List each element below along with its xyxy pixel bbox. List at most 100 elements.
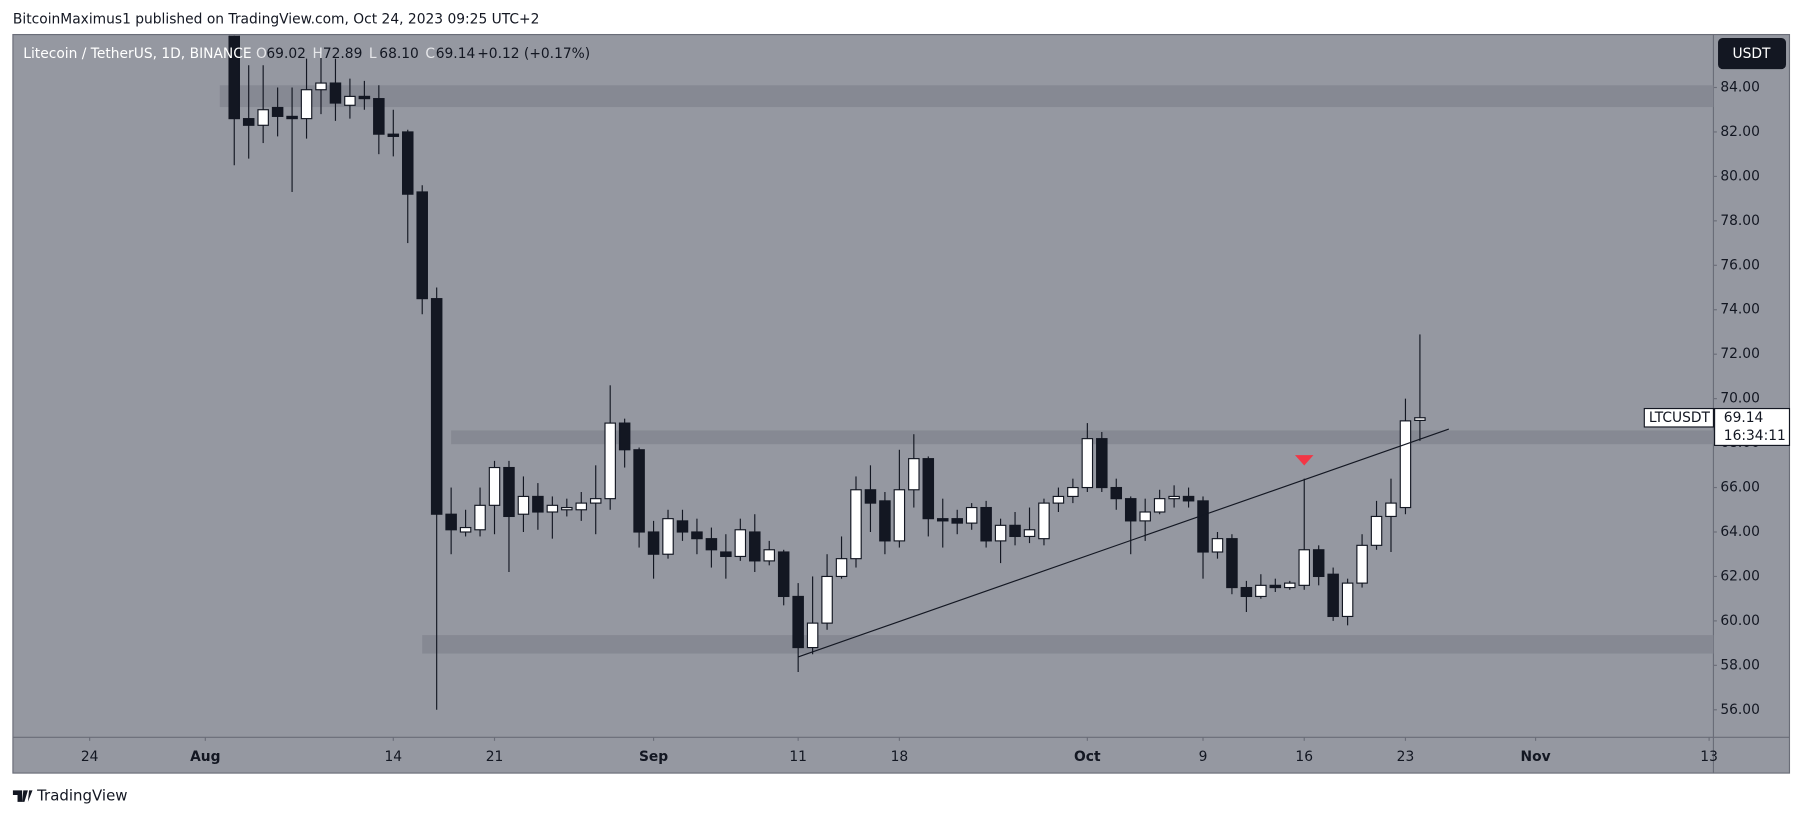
- y-tick-label: 78.00: [1720, 213, 1760, 229]
- candle-body: [1414, 417, 1426, 422]
- candle-body: [1327, 573, 1339, 618]
- candle-body: [1312, 549, 1325, 578]
- candle-body: [1399, 420, 1412, 509]
- candle-body: [1255, 584, 1267, 598]
- candle-body: [1124, 498, 1137, 522]
- candle-body: [1153, 498, 1166, 513]
- candle-body: [300, 89, 313, 120]
- candle-body: [1226, 538, 1238, 589]
- x-tick-label: 14: [385, 749, 403, 765]
- candle-body: [792, 595, 804, 649]
- trendline: [797, 428, 1450, 658]
- candle-body: [1284, 582, 1296, 589]
- candle-body: [633, 449, 645, 533]
- candle-body: [459, 526, 472, 533]
- x-tick-label: 18: [891, 749, 909, 765]
- candle-body: [763, 549, 775, 562]
- candle-body: [806, 622, 819, 649]
- ohlc-key: H: [312, 46, 322, 62]
- candle-body: [1067, 486, 1079, 498]
- candle-body: [994, 524, 1007, 542]
- candle-body: [329, 82, 342, 104]
- legend: Litecoin / TetherUS, 1D, BINANCE O 69.02 H…: [23, 46, 590, 62]
- price-box: [1714, 407, 1791, 446]
- zone: [451, 430, 1714, 445]
- candle-body: [1341, 582, 1354, 618]
- candle-body: [835, 558, 848, 578]
- footer: TradingView: [12, 787, 128, 805]
- countdown-label: 16:34:11: [1724, 428, 1786, 444]
- candle-body: [821, 575, 833, 624]
- y-tick-label: 72.00: [1720, 346, 1760, 362]
- candle-body: [936, 518, 949, 522]
- ohlc-value: 69.02: [266, 46, 306, 62]
- candle-body: [734, 529, 747, 558]
- candle-body: [1269, 584, 1282, 589]
- x-tick-label: 16: [1295, 749, 1313, 765]
- y-tick-label: 62.00: [1720, 568, 1760, 584]
- candle-body: [777, 551, 790, 598]
- candle-body: [647, 531, 660, 555]
- y-tick-label: 70.00: [1720, 391, 1760, 407]
- candle-body: [1009, 524, 1021, 538]
- candle-body: [474, 504, 486, 531]
- candle-body: [908, 458, 920, 491]
- candle-body: [271, 106, 284, 117]
- candle-body: [589, 498, 602, 504]
- candle-body: [1038, 502, 1050, 540]
- price-change: +0.12 (+0.17%): [477, 46, 590, 62]
- currency-button[interactable]: [1718, 38, 1787, 70]
- candle-body: [691, 531, 703, 540]
- symbol-label: LTCUSDT: [1649, 410, 1711, 426]
- currency-label[interactable]: USDT: [1732, 46, 1771, 62]
- candle-body: [315, 82, 327, 91]
- candle-body: [1096, 438, 1108, 489]
- candle-body: [1052, 495, 1065, 504]
- ohlc-value: 69.14: [436, 46, 476, 62]
- candle-body: [503, 466, 515, 518]
- x-tick-label: Nov: [1521, 749, 1551, 765]
- candle-body: [676, 520, 689, 533]
- ohlc-value: 72.89: [323, 46, 363, 62]
- candle-body: [228, 35, 241, 120]
- candle-body: [1385, 502, 1397, 518]
- x-tick-label: 21: [486, 749, 504, 765]
- y-tick-label: 58.00: [1720, 657, 1760, 673]
- x-tick-label: 9: [1199, 749, 1208, 765]
- candle-body: [1197, 500, 1209, 553]
- candle-body: [358, 95, 371, 100]
- signal-marker: [1295, 455, 1314, 466]
- candle-body: [1081, 438, 1094, 489]
- x-tick-label: Sep: [639, 749, 668, 765]
- candle-body: [1023, 529, 1036, 538]
- candle-body: [1110, 486, 1123, 500]
- candle-body: [532, 495, 544, 513]
- candle-body: [488, 466, 501, 506]
- x-tick-label: 11: [789, 749, 807, 765]
- candle-body: [980, 506, 992, 542]
- y-tick-label: 84.00: [1720, 79, 1760, 95]
- candle-body: [401, 131, 414, 195]
- price-label: 69.14: [1724, 410, 1764, 426]
- candle-body: [430, 298, 443, 515]
- symbol-title: Litecoin / TetherUS, 1D, BINANCE: [23, 46, 251, 62]
- logo: [12, 790, 33, 802]
- x-tick-label: Oct: [1074, 749, 1101, 765]
- y-tick-label: 82.00: [1720, 124, 1760, 140]
- candle-body: [257, 109, 269, 126]
- x-tick-label: 23: [1397, 749, 1415, 765]
- y-tick-label: 74.00: [1720, 302, 1760, 318]
- axes: 56.0058.0060.0062.0064.0066.0068.0070.00…: [81, 79, 1791, 765]
- ohlc-key: C: [425, 46, 435, 62]
- candle-body: [1356, 544, 1368, 584]
- candle-body: [1240, 586, 1253, 598]
- candle-body: [749, 531, 761, 562]
- candle-body: [662, 518, 674, 555]
- x-tick-label: Aug: [190, 749, 220, 765]
- y-tick-label: 64.00: [1720, 524, 1760, 540]
- symbol-box: [1643, 407, 1715, 428]
- ohlc-value: 68.10: [379, 46, 419, 62]
- candle-body: [1370, 515, 1383, 546]
- candle-body: [1298, 549, 1310, 586]
